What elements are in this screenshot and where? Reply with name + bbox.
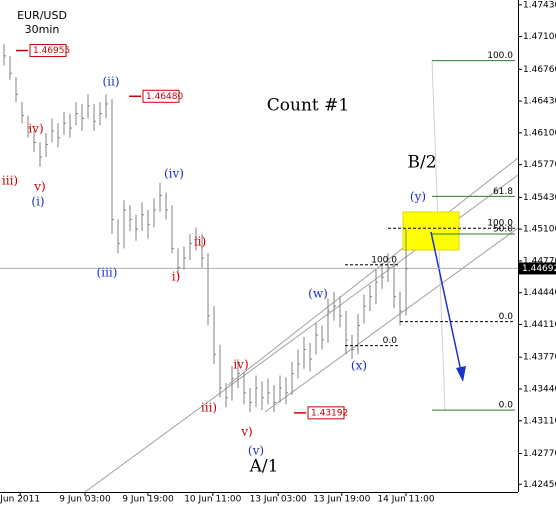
fib-label: 0.0 [499,401,514,411]
y-tick-label: 1.46430 [523,97,556,107]
y-tick-label: 1.43440 [523,384,556,394]
x-tick-label: 9 Jun 03:00 [59,495,111,505]
y-tick-label: 1.42770 [523,449,556,459]
x-tick-label: 10 Jun 11:00 [184,495,241,505]
fib-label: 0.0 [499,312,514,322]
y-tick-label: 1.45100 [523,225,556,235]
fib-label: 100.0 [487,219,513,229]
wave-label: (y) [410,190,426,204]
fib-label: 100.0 [487,51,513,61]
wave-label: v) [33,180,45,194]
wave-label: (w) [308,287,328,301]
wave-label: (ii) [102,75,119,89]
channel-line [264,227,519,413]
wave-label: i) [172,270,181,284]
channel-line [227,157,519,386]
y-tick-label: 1.47430 [523,0,556,10]
fib-label: 61.8 [493,187,513,197]
chart-subtitle: 30min [25,23,60,36]
x-tick-label: 9 Jun 19:00 [122,495,174,505]
y-tick-label: 1.43770 [523,353,556,363]
price-tag-box [142,89,180,103]
price-tag-label: 1.46480 [146,92,183,102]
price-tag-box [29,44,67,58]
wave-label: iv) [233,358,248,372]
wave-label: (iii) [97,266,118,280]
arrow-head [456,366,466,382]
current-price-box [519,262,556,275]
price-tag-label: 1.46955 [33,46,70,56]
y-tick-label: 1.47100 [523,32,556,42]
price-tag-label: 1.43192 [311,408,348,418]
wave-degree-label: A/1 [249,457,279,477]
x-tick-label: 13 Jun 03:00 [250,495,307,505]
wave-label: (x) [351,359,367,373]
wave-label: iii) [2,174,18,188]
x-tick-label: Jun 2011 [0,495,40,505]
wave-label: v) [240,425,252,439]
x-tick-label: 14 Jun 11:00 [377,495,434,505]
y-tick-label: 1.46760 [523,65,556,75]
price-tag-box [307,406,345,420]
arrow-shaft [430,231,463,377]
y-tick-label: 1.46100 [523,128,556,138]
wave-degree-label: Count #1 [267,96,349,116]
wave-label: iv) [28,122,43,136]
y-tick-label: 1.45430 [523,193,556,203]
wave-label: ii) [194,235,206,249]
x-tick-label: 13 Jun 19:00 [313,495,370,505]
y-tick-label: 1.44440 [523,288,556,298]
wave-label: (v) [248,444,264,458]
fib-label: 100.0 [371,255,397,265]
wave-label: (i) [31,195,44,209]
y-tick-label: 1.44770 [523,256,556,266]
y-tick-label: 1.43110 [523,416,556,426]
target-zone [402,211,460,251]
y-tick-label: 1.44110 [523,320,556,330]
chart-title: EUR/USD [17,9,67,22]
wave-label: iii) [201,401,217,415]
fib-label: 0.0 [383,336,398,346]
y-tick-label: 1.45770 [523,160,556,170]
forecast-arrow [430,231,466,382]
wave-degree-label: B/2 [407,153,436,173]
current-price-label: 1.44692 [522,264,556,274]
y-tick-label: 1.42450 [523,480,556,490]
wave-label: (iv) [164,167,184,181]
fib-label: 50.0 [493,224,513,234]
